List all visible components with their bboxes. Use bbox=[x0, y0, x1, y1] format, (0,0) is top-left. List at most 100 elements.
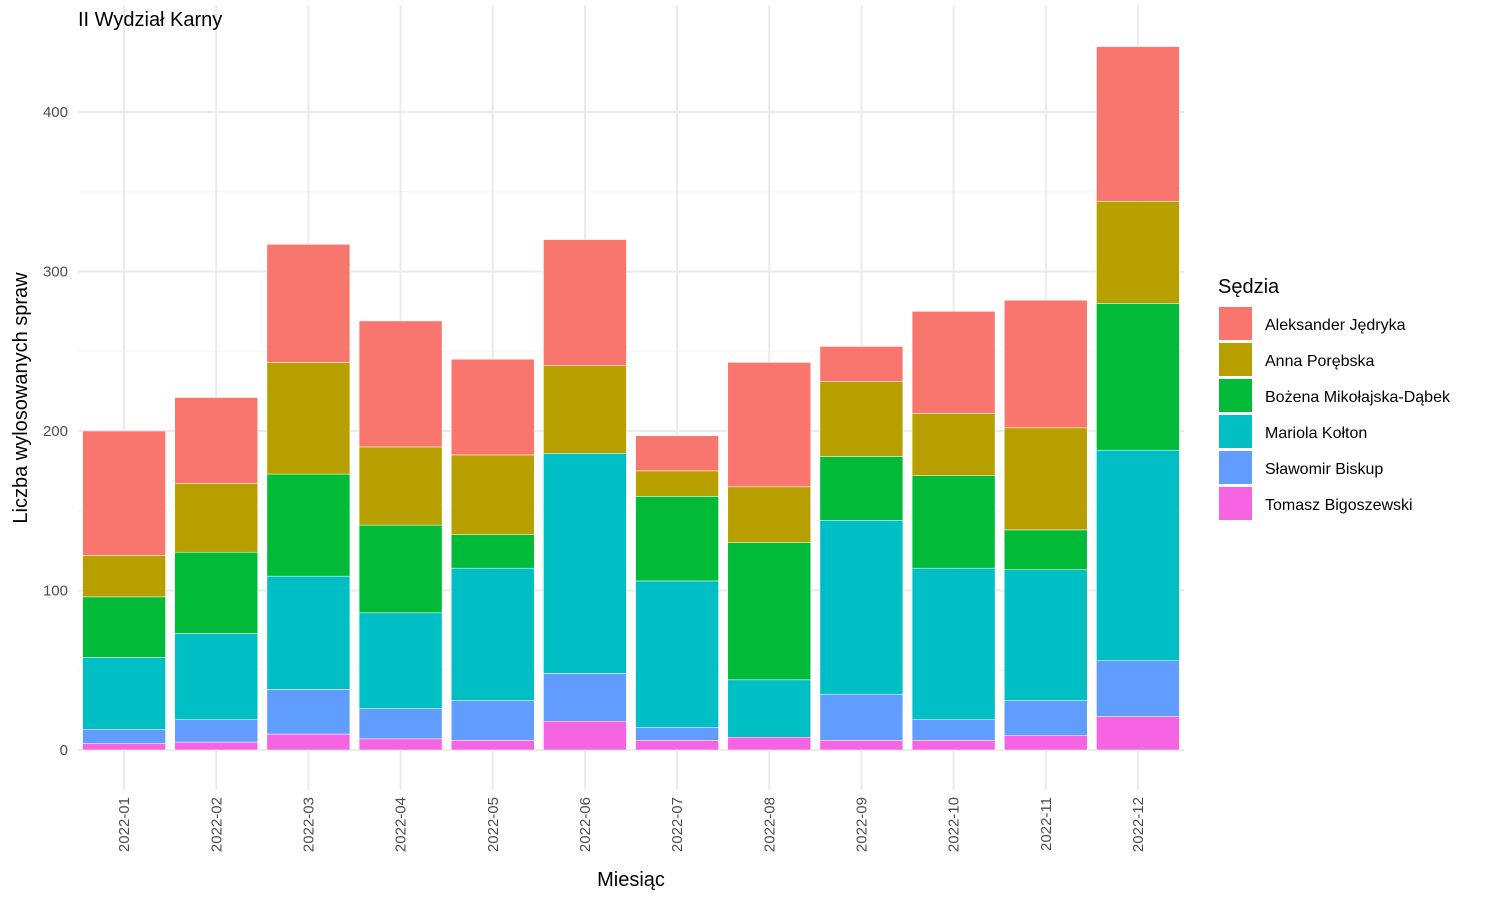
bar-segment-2022-07 bbox=[635, 727, 719, 741]
bars bbox=[82, 46, 1180, 751]
bar-segment-2022-08 bbox=[727, 736, 811, 751]
x-tick-label: 2022-05 bbox=[485, 797, 502, 852]
x-tick-label: 2022-01 bbox=[116, 797, 133, 852]
bar-segment-2022-05 bbox=[451, 534, 535, 569]
bar-segment-2022-04 bbox=[358, 524, 443, 614]
x-tick-label: 2022-11 bbox=[1038, 797, 1055, 851]
chart-title: II Wydział Karny bbox=[78, 9, 222, 31]
y-tick-label: 400 bbox=[43, 104, 68, 121]
bar-segment-2022-04 bbox=[358, 708, 443, 740]
bar-segment-2022-08 bbox=[727, 486, 811, 543]
bar-segment-2022-02 bbox=[174, 397, 258, 484]
bar-segment-2022-10 bbox=[911, 719, 996, 741]
bar-segment-2022-02 bbox=[174, 551, 258, 634]
legend-label: Tomasz Bigoszewski bbox=[1265, 497, 1413, 514]
bar-segment-2022-09 bbox=[819, 520, 904, 695]
bar-segment-2022-03 bbox=[266, 689, 351, 735]
bar-segment-2022-04 bbox=[358, 446, 443, 526]
bar-segment-2022-12 bbox=[1096, 303, 1180, 451]
legend-key bbox=[1219, 451, 1252, 484]
bar-segment-2022-12 bbox=[1096, 660, 1180, 717]
bar-segment-2022-04 bbox=[358, 612, 443, 709]
bar-segment-2022-05 bbox=[451, 700, 535, 741]
legend: Sędzia Aleksander Jędryka Anna Porębska Bo… bbox=[1218, 276, 1451, 520]
bar-segment-2022-05 bbox=[451, 740, 535, 751]
legend-label: Mariola Kołton bbox=[1265, 425, 1367, 442]
bar-segment-2022-09 bbox=[819, 456, 904, 521]
legend-key bbox=[1219, 307, 1252, 340]
x-tick-label: 2022-04 bbox=[393, 797, 410, 852]
bar-segment-2022-03 bbox=[266, 733, 351, 751]
bar-segment-2022-01 bbox=[82, 657, 166, 730]
legend-key bbox=[1219, 379, 1252, 412]
bar-segment-2022-06 bbox=[543, 365, 627, 454]
x-tick-label: 2022-03 bbox=[300, 797, 317, 852]
bar-segment-2022-03 bbox=[266, 244, 351, 363]
bar-segment-2022-10 bbox=[911, 311, 996, 414]
x-tick-label: 2022-10 bbox=[946, 797, 963, 852]
x-tick-label: 2022-02 bbox=[208, 797, 225, 852]
legend-label: Aleksander Jędryka bbox=[1265, 317, 1406, 334]
legend-title: Sędzia bbox=[1218, 276, 1280, 298]
bar-segment-2022-01 bbox=[82, 555, 166, 598]
bar-segment-2022-09 bbox=[819, 381, 904, 457]
bar-segment-2022-11 bbox=[1004, 569, 1088, 701]
bar-segment-2022-02 bbox=[174, 719, 258, 743]
legend-items: Aleksander Jędryka Anna Porębska Bożena Mi… bbox=[1219, 307, 1451, 520]
y-axis-ticks: 0 100 200 300 400 bbox=[43, 104, 68, 759]
bar-segment-2022-05 bbox=[451, 454, 535, 535]
bar-segment-2022-07 bbox=[635, 496, 719, 582]
legend-label: Bożena Mikołajska-Dąbek bbox=[1265, 389, 1451, 406]
bar-segment-2022-03 bbox=[266, 473, 351, 577]
bar-segment-2022-03 bbox=[266, 575, 351, 690]
bar-segment-2022-11 bbox=[1004, 529, 1088, 571]
legend-label: Sławomir Biskup bbox=[1265, 461, 1383, 478]
bar-segment-2022-07 bbox=[635, 435, 719, 472]
bar-segment-2022-02 bbox=[174, 483, 258, 553]
bar-segment-2022-02 bbox=[174, 741, 258, 751]
bar-segment-2022-08 bbox=[727, 362, 811, 488]
bar-segment-2022-03 bbox=[266, 362, 351, 475]
bar-segment-2022-09 bbox=[819, 693, 904, 741]
y-axis-title: Liczba wylosowanych spraw bbox=[10, 272, 32, 524]
x-tick-label: 2022-08 bbox=[761, 797, 778, 852]
y-tick-label: 100 bbox=[43, 583, 68, 600]
bar-segment-2022-11 bbox=[1004, 427, 1088, 531]
bar-segment-2022-01 bbox=[82, 743, 166, 751]
bar-segment-2022-06 bbox=[543, 673, 627, 722]
bar-segment-2022-10 bbox=[911, 567, 996, 720]
bar-segment-2022-04 bbox=[358, 320, 443, 448]
bar-segment-2022-07 bbox=[635, 740, 719, 751]
bar-segment-2022-10 bbox=[911, 413, 996, 476]
bar-segment-2022-11 bbox=[1004, 700, 1088, 736]
x-tick-label: 2022-12 bbox=[1130, 797, 1147, 852]
y-tick-label: 0 bbox=[60, 742, 68, 759]
bar-segment-2022-07 bbox=[635, 470, 719, 497]
bar-segment-2022-06 bbox=[543, 239, 627, 366]
y-tick-label: 300 bbox=[43, 264, 68, 281]
bar-segment-2022-09 bbox=[819, 740, 904, 751]
legend-key bbox=[1219, 343, 1252, 376]
bar-segment-2022-04 bbox=[358, 738, 443, 751]
bar-segment-2022-12 bbox=[1096, 46, 1180, 202]
bar-segment-2022-01 bbox=[82, 729, 166, 744]
legend-key bbox=[1219, 415, 1252, 448]
x-tick-label: 2022-09 bbox=[853, 797, 870, 852]
x-axis-ticks: 2022-01 2022-02 2022-03 2022-04 2022-05 2022-… bbox=[116, 797, 1147, 852]
bar-segment-2022-01 bbox=[82, 596, 166, 658]
bar-segment-2022-05 bbox=[451, 358, 535, 456]
bar-segment-2022-10 bbox=[911, 740, 996, 751]
bar-segment-2022-12 bbox=[1096, 201, 1180, 304]
bar-segment-2022-12 bbox=[1096, 716, 1180, 751]
x-tick-label: 2022-07 bbox=[669, 797, 686, 852]
bar-segment-2022-08 bbox=[727, 679, 811, 738]
x-axis-title: Miesiąc bbox=[597, 869, 665, 891]
bar-segment-2022-12 bbox=[1096, 449, 1180, 661]
legend-key bbox=[1219, 487, 1252, 520]
bar-segment-2022-11 bbox=[1004, 299, 1088, 429]
y-tick-label: 200 bbox=[43, 423, 68, 440]
bar-segment-2022-08 bbox=[727, 542, 811, 681]
bar-segment-2022-11 bbox=[1004, 735, 1088, 751]
bar-segment-2022-02 bbox=[174, 633, 258, 720]
legend-label: Anna Porębska bbox=[1265, 353, 1375, 370]
